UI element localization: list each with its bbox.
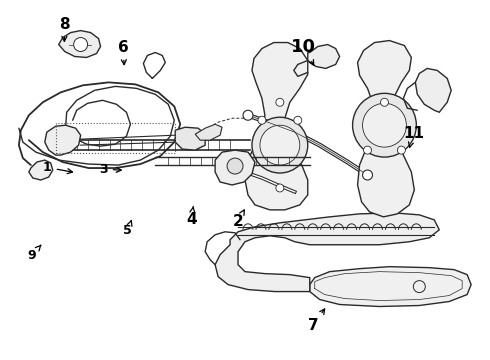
Circle shape xyxy=(363,170,372,180)
Text: 2: 2 xyxy=(232,210,245,229)
Polygon shape xyxy=(245,42,308,210)
Text: 8: 8 xyxy=(59,17,70,41)
Polygon shape xyxy=(29,160,53,180)
Polygon shape xyxy=(175,127,205,150)
Circle shape xyxy=(276,98,284,106)
Text: 1: 1 xyxy=(43,161,73,174)
Text: 10: 10 xyxy=(291,38,316,65)
Circle shape xyxy=(74,37,88,51)
Circle shape xyxy=(364,146,371,154)
Circle shape xyxy=(276,184,284,192)
Circle shape xyxy=(380,98,389,106)
Circle shape xyxy=(260,125,300,165)
Text: 9: 9 xyxy=(27,245,41,262)
Circle shape xyxy=(294,116,302,124)
Circle shape xyxy=(363,103,406,147)
Text: 5: 5 xyxy=(123,221,132,237)
Polygon shape xyxy=(215,150,255,185)
Text: 4: 4 xyxy=(186,206,196,227)
Polygon shape xyxy=(308,45,340,68)
Circle shape xyxy=(353,93,416,157)
Polygon shape xyxy=(45,125,81,155)
Polygon shape xyxy=(358,41,415,217)
Text: 3: 3 xyxy=(99,163,121,176)
Text: 11: 11 xyxy=(403,126,424,147)
Polygon shape xyxy=(215,213,439,292)
Circle shape xyxy=(397,146,405,154)
Polygon shape xyxy=(59,31,100,58)
Polygon shape xyxy=(195,124,222,140)
Circle shape xyxy=(227,158,243,174)
Text: 6: 6 xyxy=(118,40,128,65)
Polygon shape xyxy=(416,68,451,112)
Text: 7: 7 xyxy=(308,309,324,333)
Circle shape xyxy=(243,110,253,120)
Circle shape xyxy=(258,116,266,124)
Bar xyxy=(56,123,175,153)
Circle shape xyxy=(252,117,308,173)
Polygon shape xyxy=(310,267,471,306)
Circle shape xyxy=(414,280,425,293)
